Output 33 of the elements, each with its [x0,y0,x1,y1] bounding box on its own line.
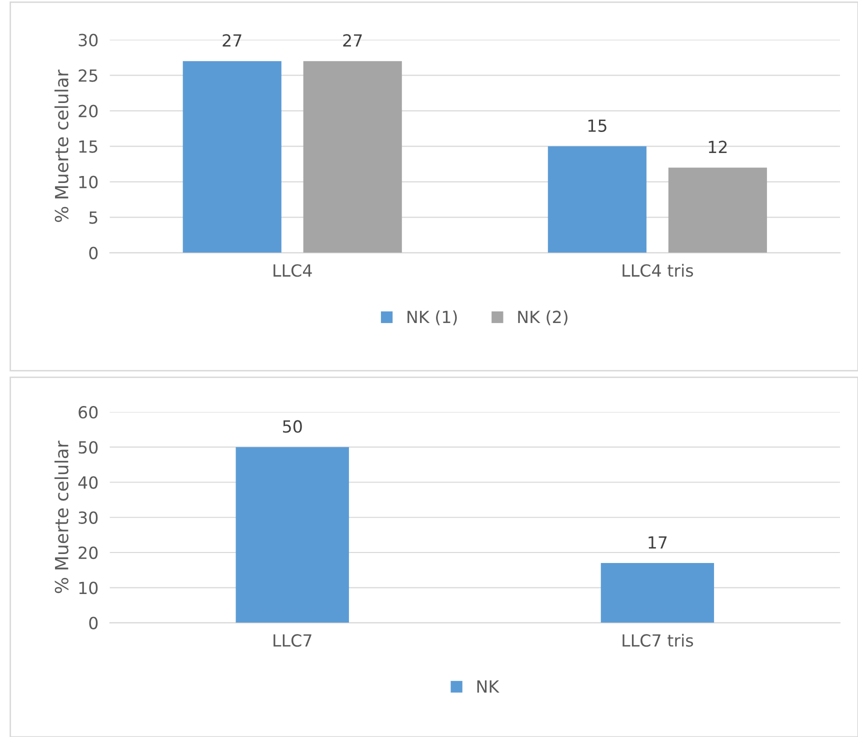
y-tick-label: 20 [78,104,98,118]
bar [668,168,767,253]
legend-label: NK [477,680,500,693]
y-tick-label: 30 [78,34,98,46]
y-tick-label: 30 [78,511,98,524]
data-label: 27 [222,34,242,47]
data-label: 17 [648,536,667,548]
y-tick-label: 50 [78,441,98,454]
data-label: 27 [343,34,362,47]
y-axis-title: % Muerte celular [54,70,68,222]
x-tick-label: LLC7 [274,634,312,647]
legend-label: NK (2) [518,310,568,326]
data-label: 50 [283,420,302,433]
bar [303,61,402,253]
bar [548,146,646,253]
y-tick-label: 25 [78,69,98,82]
x-tick-label: LLC4 [274,264,312,277]
x-tick-label: LLC4 tris [622,264,694,277]
legend-label: NK (1) [408,310,457,326]
y-axis-title: % Muerte celular [54,440,68,594]
x-tick-label: LLC7 tris [622,634,694,647]
y-tick-label: 20 [78,546,98,560]
y-tick-label: 0 [89,616,98,630]
y-tick-label: 60 [78,406,98,419]
y-tick-label: 5 [89,211,98,224]
y-tick-label: 40 [78,476,98,489]
y-tick-label: 10 [79,176,98,188]
y-tick-label: 10 [79,582,98,594]
data-label: 12 [708,140,727,154]
bar [182,61,282,253]
data-label: 15 [588,120,606,132]
y-tick-label: 15 [79,140,98,153]
y-tick-label: 0 [89,246,98,260]
